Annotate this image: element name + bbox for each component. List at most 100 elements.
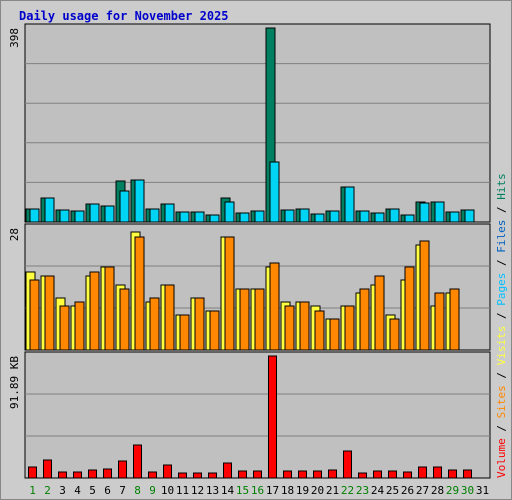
bar-sites-day-25 xyxy=(389,318,400,351)
bar-sites-day-6 xyxy=(104,266,115,351)
bar-files-day-15 xyxy=(239,212,250,223)
legend-pages: Pages xyxy=(495,273,508,306)
bar-sites-day-28 xyxy=(434,292,445,351)
bar-volume-day-30 xyxy=(463,469,472,479)
bar-volume-day-22 xyxy=(343,450,352,479)
bar-files-day-22 xyxy=(344,186,355,223)
axis-max-label: 398 xyxy=(8,28,21,48)
bar-volume-day-10 xyxy=(163,464,172,479)
legend-separator: / xyxy=(495,253,508,273)
bar-files-day-11 xyxy=(179,211,190,223)
x-tick-label-17: 17 xyxy=(266,484,279,497)
bar-sites-day-23 xyxy=(359,288,370,351)
bar-sites-day-16 xyxy=(254,288,265,351)
bar-files-day-3 xyxy=(59,209,70,223)
bar-sites-day-10 xyxy=(164,284,175,351)
panel-2: 28 xyxy=(8,223,491,351)
bar-files-day-27 xyxy=(419,202,430,223)
bar-volume-day-23 xyxy=(358,472,367,479)
bar-sites-day-5 xyxy=(89,271,100,351)
bar-sites-day-3 xyxy=(59,305,70,351)
bar-sites-day-4 xyxy=(74,301,85,351)
x-tick-label-18: 18 xyxy=(281,484,294,497)
bar-sites-day-11 xyxy=(179,314,190,351)
bar-volume-day-25 xyxy=(388,470,397,479)
bar-sites-day-19 xyxy=(299,301,310,351)
x-tick-label-6: 6 xyxy=(104,484,111,497)
legend-sites: Sites xyxy=(495,385,508,418)
panel-background xyxy=(24,351,491,479)
legend-separator: / xyxy=(495,365,508,385)
bar-files-day-17 xyxy=(269,161,280,223)
x-tick-label-9: 9 xyxy=(149,484,156,497)
legend-volume: Volume xyxy=(495,438,508,478)
bar-sites-day-18 xyxy=(284,305,295,351)
bar-sites-day-21 xyxy=(329,318,340,351)
bar-volume-day-20 xyxy=(313,470,322,479)
x-tick-label-4: 4 xyxy=(74,484,81,497)
bar-files-day-24 xyxy=(374,212,385,223)
legend-separator: / xyxy=(495,306,508,326)
bar-volume-day-19 xyxy=(298,470,307,479)
bar-sites-day-14 xyxy=(224,236,235,351)
bar-sites-day-22 xyxy=(344,305,355,351)
bar-files-day-23 xyxy=(359,210,370,223)
bar-volume-day-14 xyxy=(223,462,232,479)
x-tick-label-24: 24 xyxy=(371,484,385,497)
x-tick-label-26: 26 xyxy=(401,484,414,497)
x-tick-label-23: 23 xyxy=(356,484,369,497)
x-tick-label-19: 19 xyxy=(296,484,309,497)
bar-files-day-29 xyxy=(449,211,460,223)
legend: Volume / Sites / Visits / Pages / Files … xyxy=(495,173,508,478)
bar-files-day-1 xyxy=(29,208,40,223)
x-tick-label-11: 11 xyxy=(176,484,189,497)
bar-volume-day-4 xyxy=(73,471,82,479)
bar-sites-day-2 xyxy=(44,275,55,351)
x-tick-label-1: 1 xyxy=(29,484,36,497)
x-tick-label-29: 29 xyxy=(446,484,459,497)
x-tick-label-16: 16 xyxy=(251,484,264,497)
bar-volume-day-3 xyxy=(58,471,67,479)
bar-volume-day-11 xyxy=(178,472,187,479)
bar-files-day-10 xyxy=(164,203,175,223)
bar-files-day-19 xyxy=(299,208,310,223)
panel-background xyxy=(24,23,491,223)
bar-files-day-7 xyxy=(119,190,130,223)
x-tick-label-25: 25 xyxy=(386,484,399,497)
bar-sites-day-20 xyxy=(314,310,325,351)
bar-sites-day-27 xyxy=(419,240,430,351)
x-tick-label-22: 22 xyxy=(341,484,354,497)
bar-files-day-14 xyxy=(224,201,235,223)
legend-visits: Visits xyxy=(495,326,508,366)
bar-volume-day-21 xyxy=(328,469,337,479)
bar-volume-day-6 xyxy=(103,468,112,479)
panel-3: 91.89 KB xyxy=(8,351,491,479)
legend-separator: / xyxy=(495,200,508,220)
bar-sites-day-24 xyxy=(374,275,385,351)
x-tick-label-10: 10 xyxy=(161,484,174,497)
x-tick-label-13: 13 xyxy=(206,484,219,497)
panel-1: 398 xyxy=(8,23,491,223)
bar-files-day-26 xyxy=(404,214,415,223)
bar-sites-day-15 xyxy=(239,288,250,351)
bar-volume-day-15 xyxy=(238,470,247,479)
bar-volume-day-1 xyxy=(28,466,37,479)
bar-volume-day-24 xyxy=(373,470,382,479)
bar-volume-day-18 xyxy=(283,470,292,479)
x-tick-label-7: 7 xyxy=(119,484,126,497)
bar-volume-day-27 xyxy=(418,466,427,479)
bar-sites-day-8 xyxy=(134,236,145,351)
axis-max-label: 91.89 KB xyxy=(8,356,21,409)
bar-files-day-5 xyxy=(89,203,100,223)
legend-files: Files xyxy=(495,220,508,253)
bar-files-day-6 xyxy=(104,205,115,223)
bar-sites-day-13 xyxy=(209,310,220,351)
bar-files-day-9 xyxy=(149,208,160,223)
bar-volume-day-29 xyxy=(448,469,457,479)
bar-files-day-13 xyxy=(209,214,220,223)
bar-sites-day-9 xyxy=(149,297,160,351)
bar-sites-day-12 xyxy=(194,297,205,351)
x-tick-label-20: 20 xyxy=(311,484,324,497)
bar-sites-day-1 xyxy=(29,279,40,351)
